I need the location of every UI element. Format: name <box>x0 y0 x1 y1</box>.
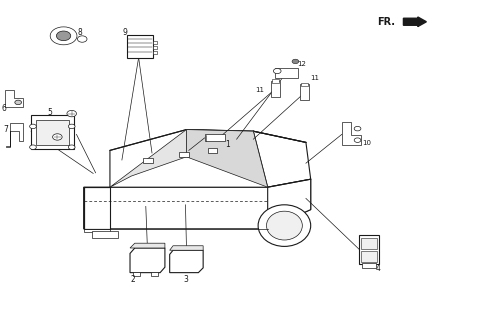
FancyArrow shape <box>403 17 426 27</box>
Polygon shape <box>130 243 165 248</box>
Circle shape <box>354 138 361 142</box>
Polygon shape <box>268 179 311 229</box>
Bar <box>127 35 153 58</box>
Polygon shape <box>6 123 23 147</box>
Bar <box>31 115 74 149</box>
Text: 11: 11 <box>255 87 264 93</box>
Polygon shape <box>84 187 110 229</box>
Circle shape <box>30 124 36 129</box>
Text: 7: 7 <box>4 125 9 134</box>
Text: 6: 6 <box>1 104 6 113</box>
Bar <box>362 263 376 268</box>
Polygon shape <box>84 229 110 232</box>
Circle shape <box>273 68 281 74</box>
Polygon shape <box>342 122 361 145</box>
Text: 1: 1 <box>226 140 230 149</box>
Bar <box>359 235 379 264</box>
Bar <box>271 81 280 97</box>
Circle shape <box>53 134 62 140</box>
Bar <box>153 46 157 49</box>
Ellipse shape <box>266 211 302 240</box>
Text: 9: 9 <box>122 28 127 36</box>
Bar <box>92 231 118 238</box>
Bar <box>300 84 309 100</box>
Polygon shape <box>170 246 203 250</box>
Circle shape <box>68 124 75 129</box>
Circle shape <box>50 27 77 45</box>
Circle shape <box>354 126 361 131</box>
Circle shape <box>68 145 75 149</box>
Polygon shape <box>110 130 186 187</box>
Ellipse shape <box>258 205 311 246</box>
Circle shape <box>292 59 299 64</box>
Circle shape <box>56 31 71 41</box>
Text: 8: 8 <box>77 28 82 37</box>
Text: FR.: FR. <box>377 17 395 27</box>
Circle shape <box>30 145 36 149</box>
Text: 5: 5 <box>48 108 53 117</box>
Polygon shape <box>5 90 23 107</box>
Bar <box>275 68 298 78</box>
Circle shape <box>15 100 22 105</box>
Bar <box>361 238 377 249</box>
Bar <box>153 41 157 44</box>
Bar <box>179 152 189 157</box>
Bar <box>301 83 308 86</box>
Polygon shape <box>170 250 203 273</box>
Bar <box>151 272 158 276</box>
Bar <box>143 158 153 163</box>
Bar <box>205 134 225 141</box>
Bar <box>208 148 217 153</box>
Text: 2: 2 <box>130 275 135 284</box>
Text: 11: 11 <box>310 76 319 81</box>
Polygon shape <box>84 179 311 229</box>
Text: 3: 3 <box>183 275 188 284</box>
Bar <box>36 120 69 145</box>
Circle shape <box>77 36 87 42</box>
Text: 10: 10 <box>362 140 371 146</box>
Polygon shape <box>130 248 165 273</box>
Text: 12: 12 <box>297 61 306 67</box>
Polygon shape <box>186 130 268 187</box>
Bar <box>133 272 140 276</box>
Polygon shape <box>110 130 311 187</box>
Text: 4: 4 <box>375 264 380 273</box>
Circle shape <box>67 110 76 117</box>
Bar <box>153 51 157 54</box>
Bar <box>272 79 279 83</box>
Bar <box>361 251 377 262</box>
